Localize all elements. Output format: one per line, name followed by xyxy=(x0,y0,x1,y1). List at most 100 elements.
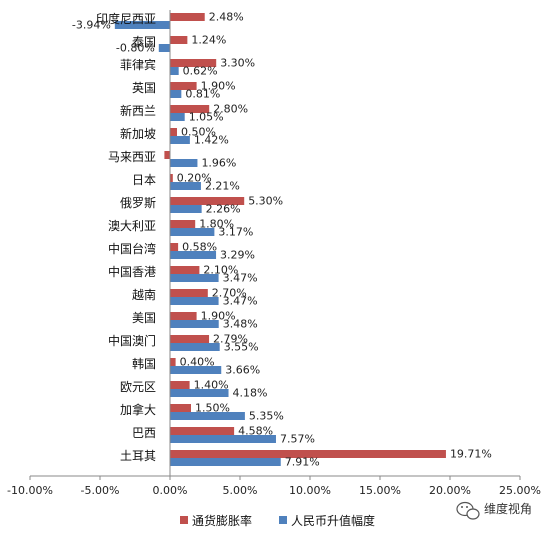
data-label-rmb: 3.29% xyxy=(220,249,255,262)
watermark-brand-text: 维度视角 xyxy=(484,501,532,516)
bar-rmb-appreciation xyxy=(170,366,222,374)
bar-inflation xyxy=(170,358,176,366)
data-label-inflation: 5.30% xyxy=(248,195,283,208)
category-label: 中国澳门 xyxy=(108,333,156,348)
bar-inflation xyxy=(170,381,190,389)
bar-rmb-appreciation xyxy=(170,136,190,144)
data-label-inflation: 0.20% xyxy=(177,172,212,185)
data-label-inflation: 1.40% xyxy=(194,379,229,392)
x-tick-label: 10.00% xyxy=(289,484,331,497)
bar-inflation xyxy=(170,312,197,320)
category-label: 英国 xyxy=(132,81,156,95)
data-label-inflation: 2.70% xyxy=(212,287,247,300)
data-label-rmb: 7.57% xyxy=(280,433,315,446)
bar-rmb-appreciation xyxy=(170,274,219,282)
category-label: 澳大利亚 xyxy=(108,219,156,233)
category-label: 韩国 xyxy=(132,356,156,371)
bar-rmb-appreciation xyxy=(170,113,185,121)
category-label: 菲律宾 xyxy=(120,57,156,72)
data-label-rmb: 3.47% xyxy=(223,272,258,285)
x-tick-label: 25.00% xyxy=(499,484,541,497)
data-label-inflation: 1.90% xyxy=(201,80,236,93)
bar-inflation xyxy=(170,82,197,90)
bar-inflation xyxy=(170,174,173,182)
category-label: 巴西 xyxy=(132,426,156,440)
data-label-rmb: 2.21% xyxy=(205,180,240,193)
data-label-rmb: 3.47% xyxy=(223,295,258,308)
data-label-inflation: 0.50% xyxy=(181,126,216,139)
data-label-rmb: 1.96% xyxy=(201,157,236,170)
bar-inflation xyxy=(170,197,245,205)
legend-swatch-rmb xyxy=(279,516,287,524)
bar-inflation xyxy=(170,450,446,458)
x-tick-label: -10.00% xyxy=(7,484,53,497)
data-label-rmb: 1.05% xyxy=(189,111,224,124)
bar-inflation xyxy=(170,13,205,21)
data-label-rmb: 0.62% xyxy=(183,65,218,78)
bar-rmb-appreciation xyxy=(114,21,170,29)
data-label-rmb: 5.35% xyxy=(249,410,284,423)
wechat-icon xyxy=(456,501,480,520)
data-label-inflation: 4.58% xyxy=(238,425,273,438)
bar-inflation xyxy=(170,243,179,251)
legend-label-inflation: 通货膨胀率 xyxy=(192,513,252,528)
category-label: 土耳其 xyxy=(120,449,156,463)
bar-rmb-appreciation xyxy=(170,251,217,259)
data-label-inflation: 3.30% xyxy=(220,57,255,70)
bar-rmb-appreciation xyxy=(170,435,276,443)
bar-inflation xyxy=(164,151,170,159)
bar-inflation xyxy=(170,266,200,274)
category-label: 中国台湾 xyxy=(108,241,156,256)
data-label-rmb: 7.91% xyxy=(285,456,320,469)
bar-inflation xyxy=(170,220,196,228)
data-label-inflation: 1.80% xyxy=(199,218,234,231)
category-labels: 印度尼西亚泰国菲律宾英国新西兰新加坡马来西亚日本俄罗斯澳大利亚中国台湾中国香港越… xyxy=(96,11,156,463)
bars-layer: 2.48%-3.94%1.24%-0.80%3.30%0.62%1.90%0.8… xyxy=(72,11,492,469)
bar-rmb-appreciation xyxy=(170,159,198,167)
bar-rmb-appreciation xyxy=(170,90,182,98)
bar-rmb-appreciation xyxy=(170,458,281,466)
data-label-inflation: 19.71% xyxy=(450,448,492,461)
bar-rmb-appreciation xyxy=(170,389,229,397)
legend: 通货膨胀率 人民币升值幅度 xyxy=(180,513,375,528)
category-label: 加拿大 xyxy=(120,402,156,417)
data-label-rmb: 3.17% xyxy=(218,226,253,239)
data-label-rmb: -0.80% xyxy=(116,42,155,55)
data-label-inflation: 0.40% xyxy=(180,356,215,369)
category-label: 欧元区 xyxy=(120,380,156,394)
category-label: 新加坡 xyxy=(120,126,156,141)
bar-rmb-appreciation xyxy=(170,412,245,420)
watermark: 维度视角 xyxy=(456,501,532,520)
data-label-inflation: 1.90% xyxy=(201,310,236,323)
bar-rmb-appreciation xyxy=(170,205,202,213)
legend-label-rmb: 人民币升值幅度 xyxy=(291,513,375,528)
data-label-rmb: -3.94% xyxy=(72,19,111,32)
x-axis: -10.00% -5.00% 0.00% 5.00% 10.00% 15.00% 20.00… xyxy=(7,10,541,497)
bar-inflation xyxy=(170,36,188,44)
bar-inflation xyxy=(170,128,177,136)
category-label: 中国香港 xyxy=(108,264,156,279)
category-label: 印度尼西亚 xyxy=(96,11,156,26)
data-label-inflation: 2.48% xyxy=(209,11,244,24)
x-tick-label: 0.00% xyxy=(153,484,188,497)
data-label-inflation: 0.58% xyxy=(182,241,217,254)
category-label: 泰国 xyxy=(132,35,156,49)
bar-inflation xyxy=(170,404,191,412)
category-label: 新西兰 xyxy=(120,103,156,118)
category-label: 美国 xyxy=(132,311,156,325)
bar-inflation xyxy=(170,105,210,113)
data-label-rmb: 3.66% xyxy=(225,364,260,377)
bar-rmb-appreciation xyxy=(170,343,220,351)
bar-inflation xyxy=(170,335,210,343)
bar-rmb-appreciation xyxy=(158,44,170,52)
data-label-rmb: 4.18% xyxy=(233,387,268,400)
data-label-inflation: 1.24% xyxy=(191,34,226,47)
bar-rmb-appreciation xyxy=(170,67,179,75)
category-label: 俄罗斯 xyxy=(120,196,156,210)
bar-inflation xyxy=(170,289,208,297)
data-label-inflation: 2.79% xyxy=(213,333,248,346)
data-label-inflation: 1.50% xyxy=(195,402,230,415)
category-label: 日本 xyxy=(132,173,156,187)
x-tick-label: 20.00% xyxy=(429,484,471,497)
bar-inflation xyxy=(170,427,235,435)
